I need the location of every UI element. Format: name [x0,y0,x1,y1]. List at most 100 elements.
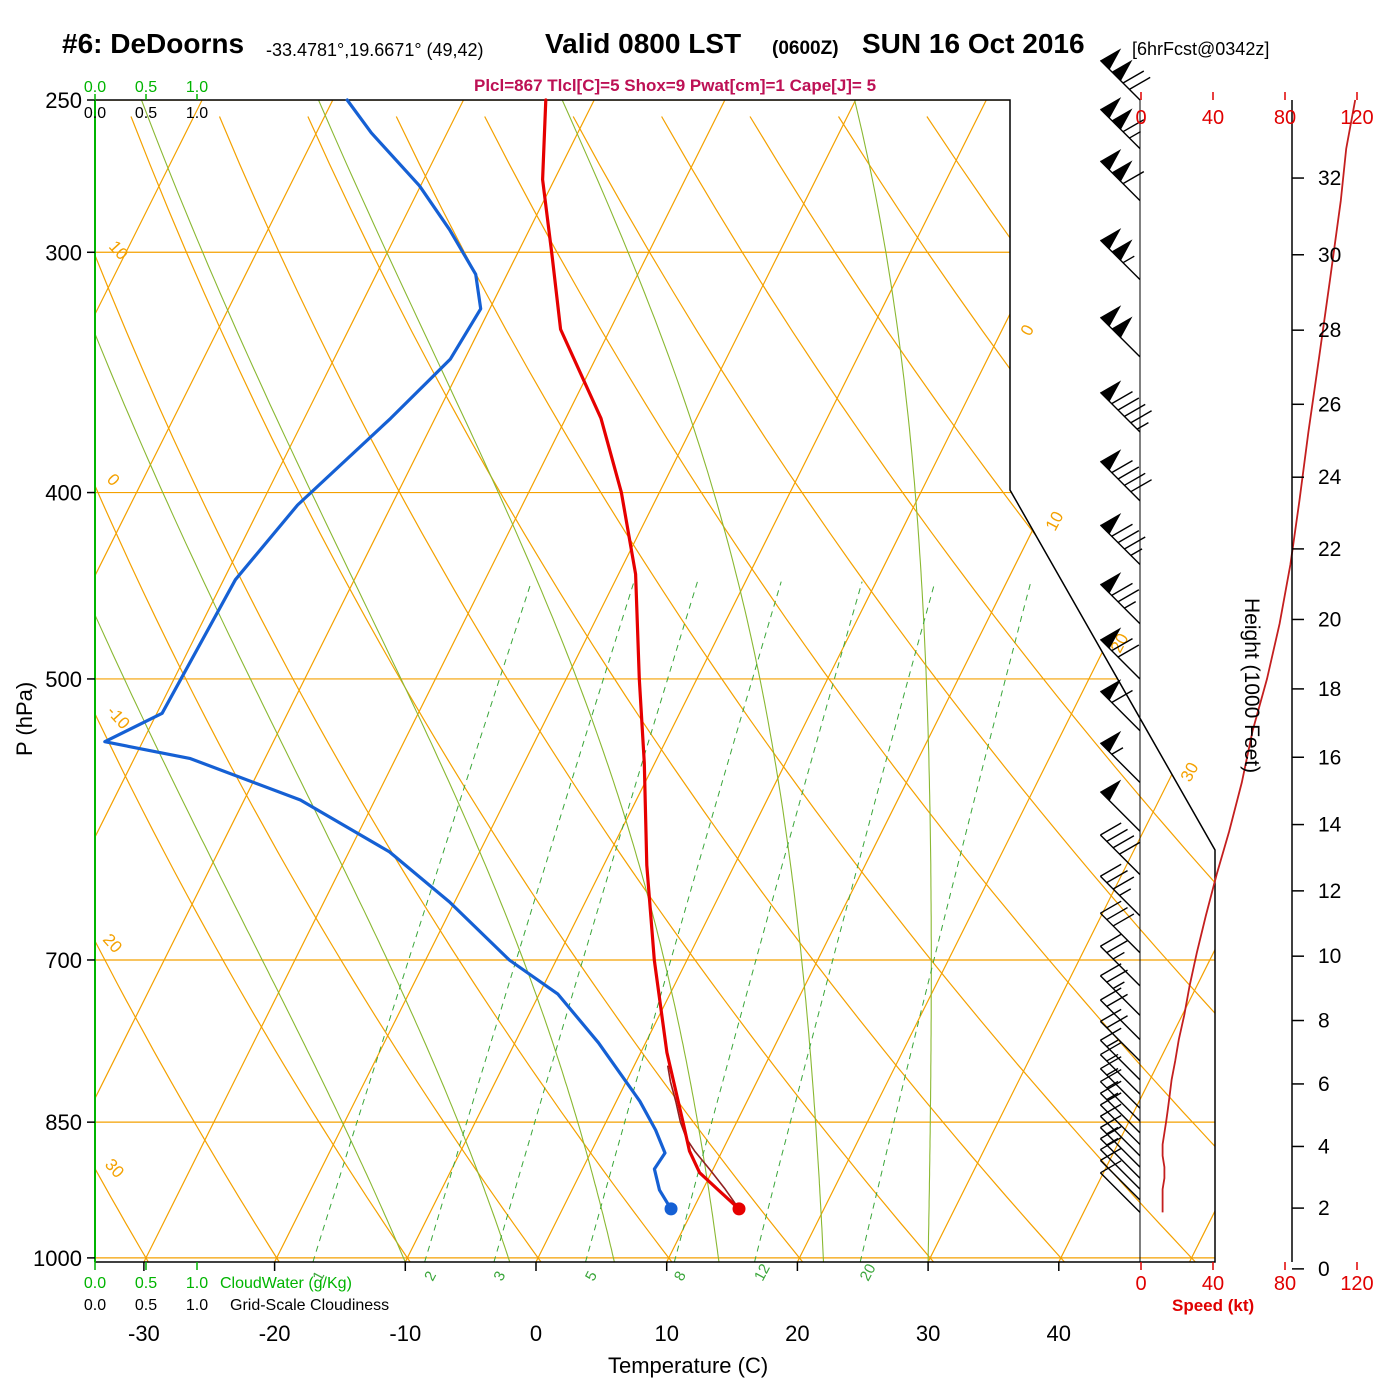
plot-frame [95,99,1216,1263]
isotherm-label: 10 [1042,508,1068,534]
cloudiness-tick-bottom: 0.0 [84,1297,106,1314]
wind-barb [1099,1080,1141,1134]
isotherm-label: 0 [1017,322,1038,339]
speed-tick-label-bottom: 80 [1274,1273,1296,1295]
temperature-tick-label: 10 [654,1321,678,1346]
station-title: #6: DeDoorns [62,28,245,59]
mixing-ratio-line [673,581,863,1262]
cloudiness-tick-top: 0.5 [135,105,157,122]
wind-barb [1099,380,1152,433]
pressure-tick-label: 400 [45,481,82,506]
dry-adiabat-line [484,116,1215,1262]
sounding-indices: Plcl=867 Tlcl[C]=5 Shox=9 Pwat[cm]=1 Cap… [474,76,877,95]
surface-temperature-dot [732,1202,746,1216]
wind-barb [1099,449,1152,502]
cloudwater-tick-bottom: 0.5 [135,1275,157,1292]
moist-adiabat-line [95,100,406,1262]
moist-adiabat-line [561,100,825,1262]
dry-adiabat-label: 30 [101,1155,128,1182]
dry-adiabat-line [95,116,542,1262]
temperature-tick-label: 0 [530,1321,542,1346]
wind-barb [1099,1125,1141,1179]
cloudwater-tick-bottom: 0.0 [84,1275,106,1292]
mixing-ratio-line [493,581,698,1262]
height-tick-label: 4 [1318,1135,1330,1158]
cloudwater-axis-label: CloudWater (g/Kg) [220,1275,352,1292]
dry-adiabat-line [661,116,1215,1262]
dry-adiabat-label: 20 [99,930,126,957]
dry-adiabat-line [749,116,1215,1262]
wind-barb [1099,1092,1141,1145]
dry-adiabat-line [572,116,1215,1262]
wind-barb [1099,963,1141,1016]
wind-barb [1099,48,1151,101]
wind-barb [1099,730,1141,783]
speed-axis-label: Speed (kt) [1172,1296,1255,1315]
height-tick-label: 20 [1318,608,1341,631]
wind-barb [1099,512,1146,566]
temperature-curve [541,98,741,1211]
speed-tick-label-bottom: 0 [1135,1273,1146,1295]
wind-speed-curve [1161,99,1357,1213]
isotherm-line [404,100,987,1262]
dry-adiabat-line [130,116,804,1262]
mixing-ratio-label: 3 [490,1269,509,1284]
dry-adiabat-line [95,116,673,1262]
height-tick-label: 24 [1318,466,1342,489]
speed-tick-label-top: 40 [1202,107,1224,129]
height-axis-label: Height (1000 Feet) [1240,598,1263,774]
pressure-tick-label: 1000 [33,1246,82,1271]
isotherm-line [95,100,334,1262]
wind-barb [1099,900,1141,954]
pressure-tick-label: 500 [45,667,82,692]
dewpoint-curve [103,98,673,1211]
isotherm-line [274,100,857,1262]
temperature-tick-label: -20 [259,1321,291,1346]
dry-adiabat-line [837,116,1215,1262]
dry-adiabat-label: 0 [103,470,123,490]
mixing-ratio-label: 8 [671,1269,690,1284]
wind-barb [1099,627,1141,680]
height-tick-label: 32 [1318,167,1341,190]
wind-barb [1099,863,1141,917]
height-tick-label: 30 [1318,244,1341,267]
moist-adiabat-line [317,100,720,1262]
cloudwater-tick-bottom: 1.0 [186,1275,208,1292]
mixing-ratio-line [585,581,782,1262]
temperature-tick-label: -30 [128,1321,160,1346]
cloudiness-tick-top: 0.0 [84,105,106,122]
dry-adiabat-line [1014,116,1215,1262]
wind-barb [1099,933,1141,987]
forecast-hour: [6hrFcst@0342z] [1132,39,1270,59]
wind-barb [1099,779,1141,832]
skewt-grid [95,100,1215,1262]
wind-barb [1099,572,1141,625]
moist-adiabat-line [140,100,615,1262]
height-tick-label: 22 [1318,538,1341,561]
cloudiness-tick-bottom: 1.0 [186,1297,208,1314]
cloudwater-tick-top: 1.0 [186,79,208,96]
isotherm-line [796,100,1215,1262]
height-tick-label: 16 [1318,746,1341,769]
height-tick-label: 14 [1318,814,1342,837]
station-coords: -33.4781°,19.6671° (49,42) [266,40,484,60]
wind-barb [1099,1147,1141,1201]
surface-dewpoint-dot [664,1202,678,1216]
wind-barb [1099,149,1145,202]
isotherm-line [143,100,726,1262]
wind-barb [1099,822,1141,876]
speed-tick-label-top: 120 [1340,107,1373,129]
valid-time-utc: (0600Z) [772,38,839,59]
temperature-axis-label: Temperature (C) [608,1353,769,1378]
speed-tick-label-top: 0 [1135,107,1146,129]
height-tick-label: 8 [1318,1010,1330,1033]
wind-barb [1099,1160,1141,1213]
moist-adiabat-line [854,100,932,1262]
height-tick-label: 12 [1318,880,1341,903]
height-tick-label: 2 [1318,1197,1330,1220]
moist-adiabat-line [95,100,511,1262]
isotherm-line [95,100,203,1262]
temperature-tick-label: 30 [916,1321,940,1346]
cloudiness-tick-bottom: 0.5 [135,1297,157,1314]
